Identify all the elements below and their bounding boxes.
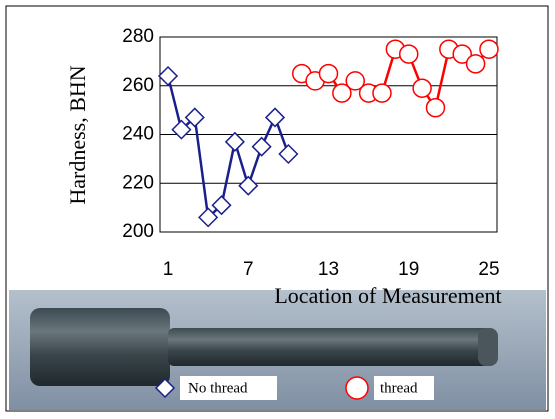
marker xyxy=(157,65,179,87)
marker xyxy=(372,83,392,103)
x-tick-label: 13 xyxy=(318,259,339,280)
marker xyxy=(278,143,299,165)
photo xyxy=(9,290,546,410)
legend-marker xyxy=(345,376,369,400)
marker xyxy=(238,175,259,196)
marker xyxy=(224,131,245,152)
legend-box xyxy=(180,376,277,400)
marker xyxy=(412,78,432,98)
y-tick-label: 260 xyxy=(122,75,154,96)
marker xyxy=(264,107,286,128)
marker xyxy=(211,195,232,216)
y-tick-label: 200 xyxy=(122,221,154,242)
x-tick-label: 7 xyxy=(243,259,254,280)
marker xyxy=(465,54,486,74)
x-tick-label: 19 xyxy=(398,259,419,280)
x-tick-label: 25 xyxy=(478,259,499,280)
y-tick-label: 240 xyxy=(122,124,154,145)
marker xyxy=(171,119,192,140)
legend-label: thread xyxy=(380,380,418,396)
marker xyxy=(318,63,339,84)
marker xyxy=(425,97,446,118)
marker xyxy=(251,136,272,157)
marker xyxy=(345,71,365,91)
marker xyxy=(332,83,352,103)
y-axis-label: Hardness, BHN xyxy=(65,65,90,204)
y-tick-label: 280 xyxy=(122,26,154,47)
x-axis-label: Location of Measurement xyxy=(274,283,501,308)
y-tick-label: 220 xyxy=(122,172,154,193)
legend: No thread thread xyxy=(154,376,434,400)
marker xyxy=(184,107,205,128)
legend-label: No thread xyxy=(188,380,248,396)
legend-box xyxy=(374,376,434,400)
line xyxy=(166,75,290,220)
marker xyxy=(452,44,472,64)
x-tick-label: 1 xyxy=(163,259,174,280)
legend-marker xyxy=(154,377,176,399)
marker xyxy=(479,39,499,59)
marker xyxy=(398,44,419,64)
marker xyxy=(198,207,219,228)
